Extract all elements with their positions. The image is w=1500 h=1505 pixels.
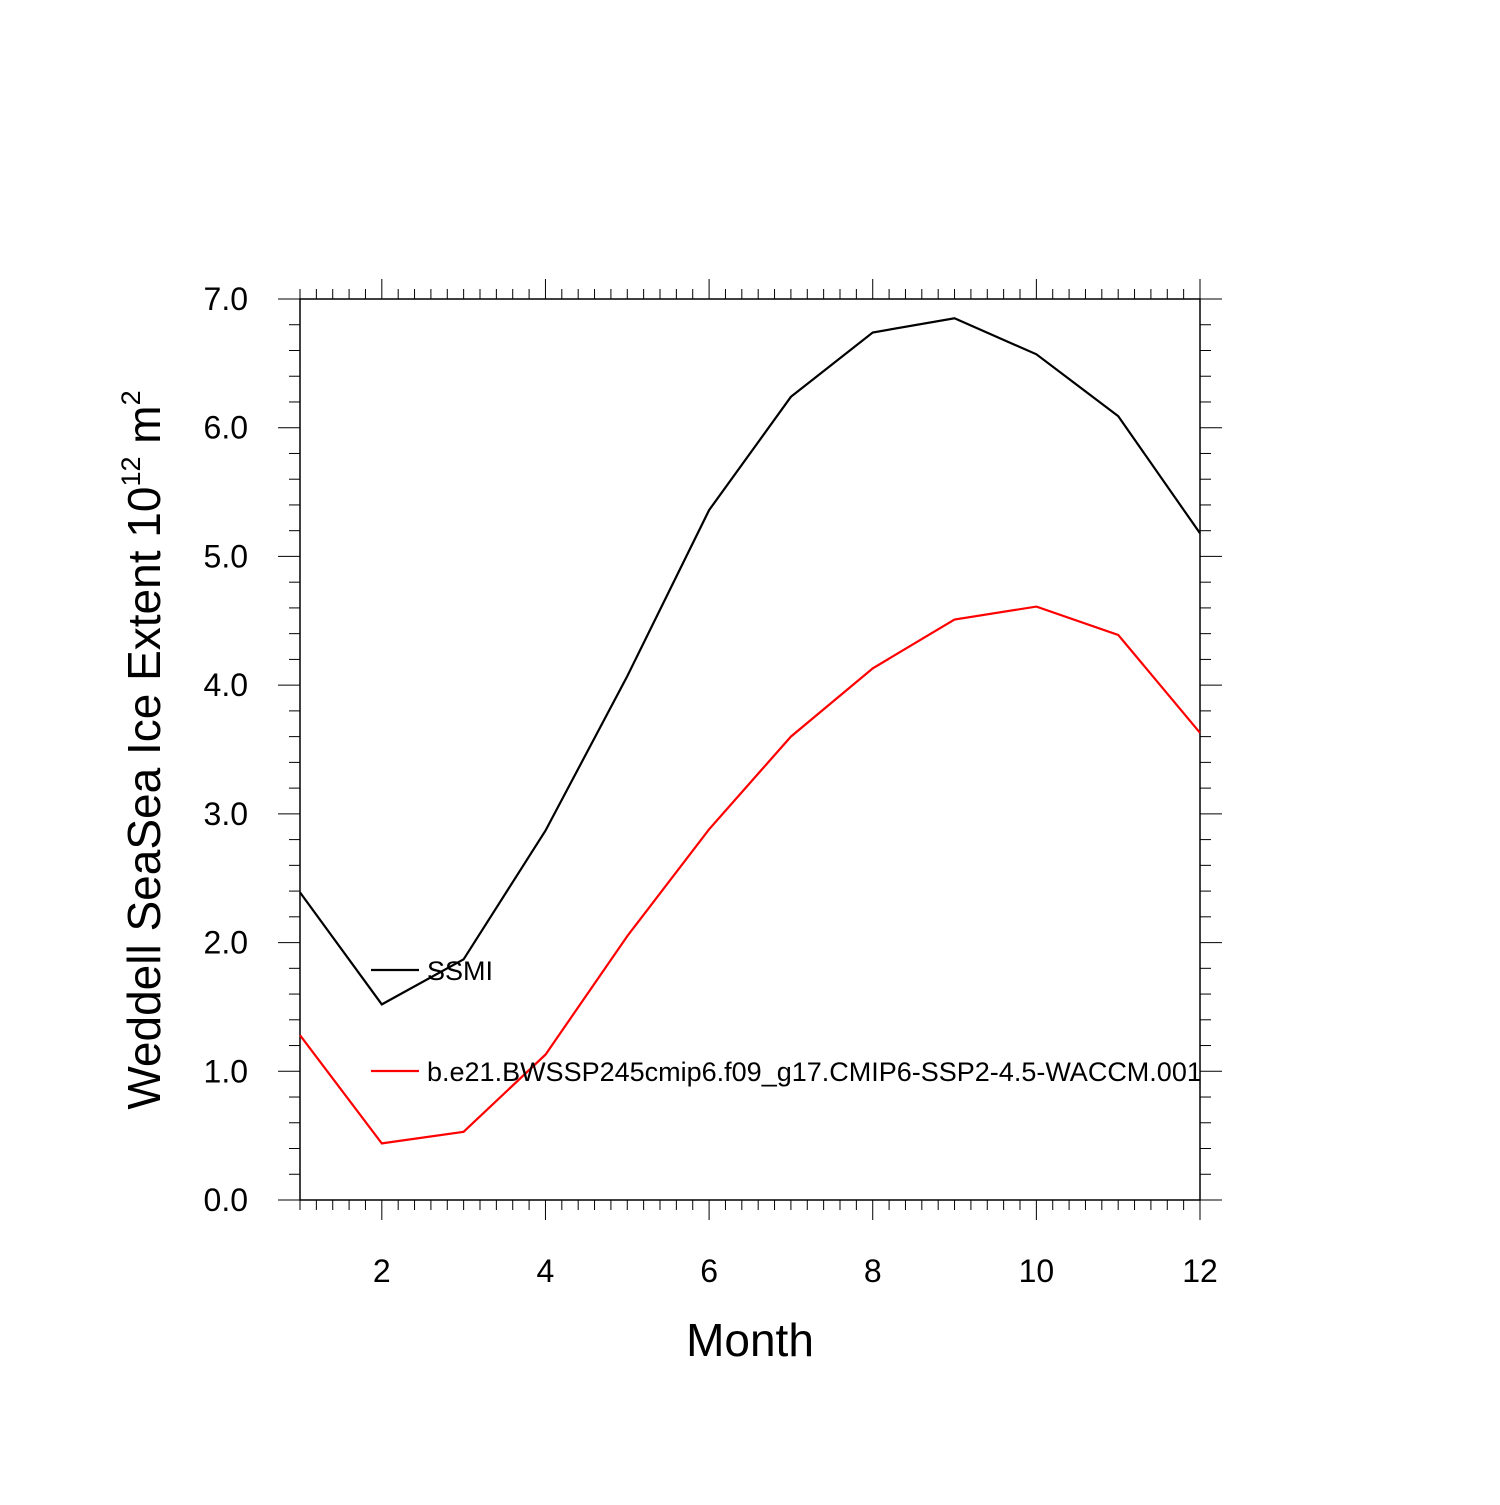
legend: SSMI b.e21.BWSSP245cmip6.f09_g17.CMIP6-SS… [371, 956, 1202, 1087]
x-tick-label: 8 [864, 1253, 882, 1289]
y-tick-label: 5.0 [204, 538, 248, 574]
y-tick-label: 2.0 [204, 925, 248, 961]
y-tick-label: 6.0 [204, 410, 248, 446]
x-tick-label: 6 [700, 1253, 718, 1289]
y-tick-label: 0.0 [204, 1182, 248, 1218]
x-tick-label: 10 [1019, 1253, 1055, 1289]
x-tick-label: 4 [537, 1253, 555, 1289]
legend-label: b.e21.BWSSP245cmip6.f09_g17.CMIP6-SSP2-4… [427, 1057, 1202, 1087]
y-axis-title-main: Weddell SeaSea Ice Extent 10 [118, 487, 170, 1110]
y-axis-title-unit-exponent: 2 [116, 390, 146, 405]
y-tick-label: 1.0 [204, 1053, 248, 1089]
y-tick-label: 7.0 [204, 281, 248, 317]
y-tick-label: 4.0 [204, 667, 248, 703]
x-tick-label: 12 [1182, 1253, 1218, 1289]
series-line-1 [300, 318, 1200, 1004]
series-layer [300, 318, 1200, 1143]
legend-label: SSMI [427, 956, 493, 986]
x-axis-title: Month [686, 1314, 814, 1366]
y-axis-title-unit: m [118, 405, 170, 456]
axes-layer: 2 4 6 8 10 12 0.0 1.0 2.0 3.0 4.0 5.0 6.0 7.0 [204, 279, 1222, 1289]
y-axis-title-exponent: 12 [116, 456, 146, 486]
y-tick-label: 3.0 [204, 796, 248, 832]
y-axis-title: Weddell SeaSea Ice Extent 1012 m2 [116, 390, 170, 1109]
x-tick-label: 2 [373, 1253, 391, 1289]
